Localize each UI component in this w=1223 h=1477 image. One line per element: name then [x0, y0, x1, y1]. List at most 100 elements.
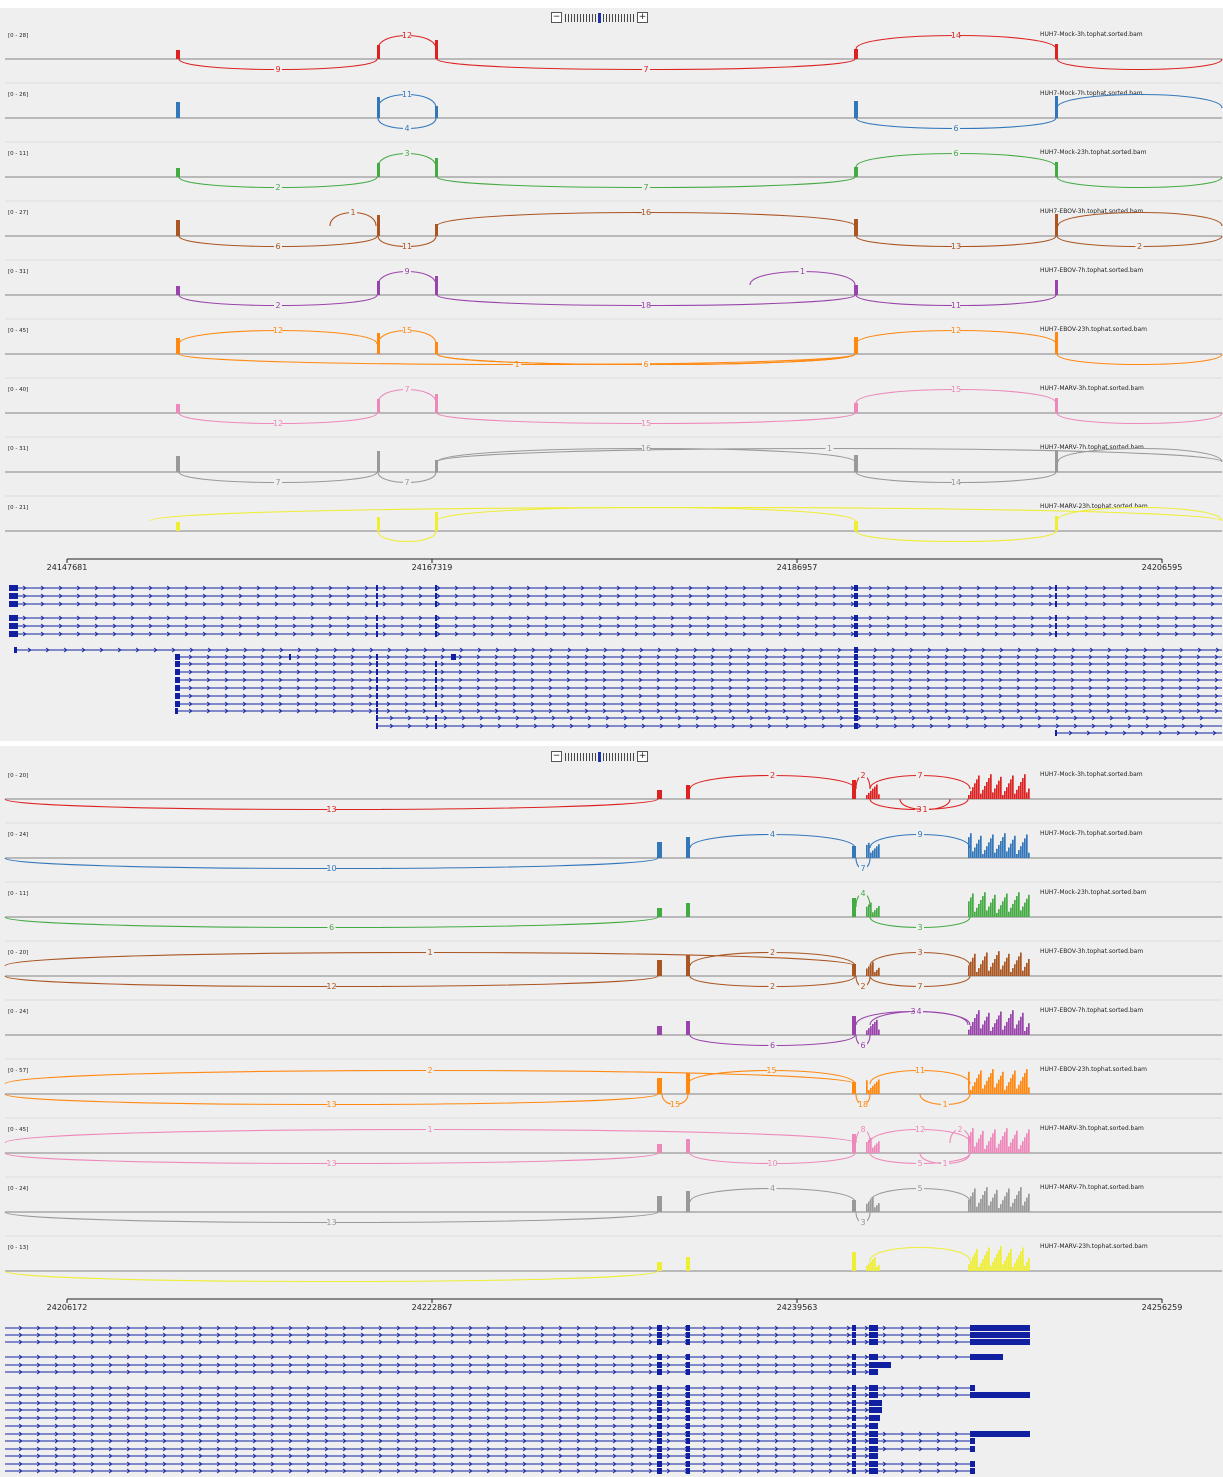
transcript[interactable] [175, 669, 1222, 675]
splice-junction[interactable]: 5 [869, 1152, 971, 1168]
transcript[interactable] [376, 715, 1222, 721]
splice-junction[interactable]: 1 [178, 353, 856, 369]
transcript[interactable] [5, 1415, 880, 1421]
splice-junction[interactable]: 2 [689, 948, 856, 967]
splice-junction[interactable]: 3 [855, 1211, 871, 1227]
track-bottom-8[interactable]: [0 - 13] HUH7-MARV-23h.tophat.sorted.bam [4, 1235, 1222, 1283]
transcript[interactable] [376, 723, 1222, 729]
zoom-in-button[interactable]: + [637, 12, 648, 23]
splice-junction[interactable]: 9 [178, 58, 378, 74]
transcript[interactable] [175, 693, 1222, 699]
splice-junction[interactable]: 6 [689, 1034, 856, 1050]
splice-junction[interactable]: 1 [4, 948, 856, 967]
splice-junction[interactable] [436, 506, 856, 522]
transcript[interactable] [175, 701, 1222, 707]
splice-junction[interactable]: 7 [178, 471, 378, 487]
splice-junction[interactable] [1056, 412, 1223, 425]
transcript[interactable] [5, 1332, 1030, 1338]
splice-junction[interactable]: 12 [178, 326, 378, 345]
splice-junction[interactable]: 8 [855, 1125, 871, 1144]
transcript[interactable] [5, 1325, 1030, 1331]
transcript[interactable] [14, 647, 1222, 653]
track-bottom-5[interactable]: [0 - 57] HUH7-EBOV-23h.tophat.sorted.bam2… [4, 1058, 1222, 1109]
transcript[interactable] [5, 1339, 1030, 1345]
transcript[interactable] [5, 1400, 882, 1406]
track-bottom-0[interactable]: [0 - 20] HUH7-Mock-3h.tophat.sorted.bam13… [4, 771, 1222, 814]
transcript[interactable] [5, 1461, 975, 1467]
splice-junction[interactable]: 1 [919, 1152, 971, 1168]
splice-junction[interactable]: 1 [749, 267, 856, 286]
transcript[interactable] [175, 654, 1222, 660]
splice-junction[interactable]: 18 [436, 294, 856, 310]
splice-junction[interactable] [855, 530, 1057, 543]
splice-junction[interactable]: 2 [689, 975, 856, 991]
splice-junction[interactable]: 9 [377, 267, 437, 286]
splice-junction[interactable]: 11 [377, 90, 437, 109]
splice-junction[interactable]: 7 [377, 471, 437, 487]
track-top-5[interactable]: [0 - 45] HUH7-EBOV-23h.tophat.sorted.bam1… [5, 318, 1223, 369]
splice-junction[interactable]: 14 [855, 31, 1057, 50]
transcript[interactable] [175, 661, 1222, 667]
splice-junction[interactable]: 15 [436, 412, 856, 428]
splice-junction[interactable]: 16 [436, 208, 856, 227]
splice-junction[interactable] [377, 530, 437, 543]
track-top-3[interactable]: [0 - 27] HUH7-EBOV-3h.tophat.sorted.bam61… [5, 200, 1223, 251]
splice-junction[interactable]: 6 [436, 353, 856, 369]
splice-junction[interactable]: 1 [899, 798, 951, 814]
transcript[interactable] [5, 1362, 891, 1368]
track-top-2[interactable]: [0 - 11] HUH7-Mock-23h.tophat.sorted.bam2… [5, 141, 1223, 192]
transcript[interactable] [5, 1468, 975, 1474]
transcript[interactable] [9, 615, 1222, 621]
splice-junction[interactable]: 12 [377, 31, 437, 50]
transcript[interactable] [9, 585, 1222, 591]
splice-junction[interactable]: 4 [855, 889, 871, 908]
transcript[interactable] [175, 708, 1222, 714]
splice-junction[interactable]: 3 [869, 948, 971, 967]
splice-junction[interactable]: 9 [869, 830, 971, 849]
splice-junction[interactable]: 10 [4, 857, 659, 873]
splice-junction[interactable]: 7 [855, 857, 871, 873]
splice-junction[interactable] [1057, 448, 1223, 463]
splice-junction[interactable]: 6 [855, 117, 1057, 133]
transcript[interactable] [5, 1446, 975, 1452]
transcript[interactable] [9, 623, 1222, 629]
splice-junction[interactable]: 12 [4, 975, 659, 991]
transcript[interactable] [5, 1354, 1003, 1360]
zoom-slider[interactable] [565, 12, 634, 23]
transcript[interactable] [1055, 730, 1222, 736]
transcript[interactable] [175, 677, 1222, 683]
splice-junction[interactable]: 12 [855, 326, 1057, 345]
splice-junction[interactable]: 4 [689, 830, 856, 849]
splice-junction[interactable]: 3 [377, 149, 437, 168]
splice-junction[interactable]: 13 [4, 1093, 659, 1109]
track-top-4[interactable]: [0 - 31] HUH7-EBOV-7h.tophat.sorted.bam29… [5, 259, 1222, 310]
splice-junction[interactable]: 16 [436, 444, 856, 463]
transcript[interactable] [5, 1407, 882, 1413]
transcript[interactable] [9, 593, 1222, 599]
splice-junction[interactable]: 1 [919, 1093, 971, 1109]
track-bottom-2[interactable]: [0 - 11] HUH7-Mock-23h.tophat.sorted.bam6… [4, 881, 1222, 932]
splice-junction[interactable]: 5 [869, 1184, 971, 1203]
splice-junction[interactable] [1056, 507, 1223, 522]
splice-junction[interactable]: 2 [4, 1066, 856, 1085]
splice-junction[interactable]: 11 [855, 294, 1057, 310]
transcript[interactable] [9, 631, 1222, 637]
splice-junction[interactable]: 1 [436, 444, 1223, 463]
splice-junction[interactable]: 15 [377, 326, 437, 345]
splice-junction[interactable]: 2 [1056, 235, 1223, 251]
splice-junction[interactable]: 1 [329, 208, 377, 227]
splice-junction[interactable]: 13 [855, 235, 1057, 251]
splice-junction[interactable]: 12 [869, 1125, 971, 1144]
splice-junction[interactable]: 2 [689, 771, 856, 790]
splice-junction[interactable]: 3 [869, 916, 971, 932]
splice-junction[interactable]: 15 [855, 385, 1057, 404]
transcript[interactable] [5, 1385, 975, 1391]
splice-junction[interactable]: 13 [4, 1211, 659, 1227]
splice-junction[interactable]: 18 [855, 1093, 871, 1109]
splice-junction[interactable]: 12 [178, 412, 378, 428]
transcript[interactable] [5, 1392, 1030, 1398]
splice-junction[interactable]: 4 [377, 117, 437, 133]
transcript[interactable] [9, 601, 1222, 607]
track-top-1[interactable]: [0 - 26] HUH7-Mock-7h.tophat.sorted.bam41… [5, 82, 1223, 133]
